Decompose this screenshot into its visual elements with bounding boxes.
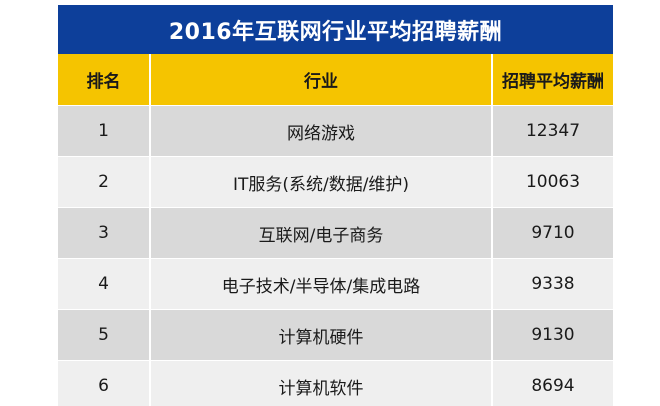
table-row: 1 网络游戏 12347 [58,105,613,157]
industry-cell: 电子技术/半导体/集成电路 [149,258,492,310]
table-header-row: 排名 行业 招聘平均薪酬 [58,54,613,106]
salary-cell: 9338 [491,258,613,310]
rank-cell: 5 [58,309,150,361]
industry-cell: 网络游戏 [149,105,492,157]
table-row: 6 计算机软件 8694 [58,360,613,406]
salary-cell: 9710 [491,207,613,259]
rank-cell: 6 [58,360,150,406]
rank-cell: 1 [58,105,150,157]
table-row: 5 计算机硬件 9130 [58,309,613,361]
header-rank: 排名 [58,54,150,106]
rank-cell: 3 [58,207,150,259]
industry-cell: IT服务(系统/数据/维护) [149,156,492,208]
rank-cell: 4 [58,258,150,310]
header-industry: 行业 [149,54,492,106]
table-row: 4 电子技术/半导体/集成电路 9338 [58,258,613,310]
table-title: 2016年互联网行业平均招聘薪酬 [58,5,613,54]
industry-cell: 计算机硬件 [149,309,492,361]
industry-cell: 计算机软件 [149,360,492,406]
industry-cell: 互联网/电子商务 [149,207,492,259]
rank-cell: 2 [58,156,150,208]
salary-table: 排名 行业 招聘平均薪酬 1 网络游戏 12347 2 IT服务(系统/数据/维… [58,54,613,406]
salary-table-panel: 2016年互联网行业平均招聘薪酬 排名 行业 招聘平均薪酬 1 网络游戏 123… [58,5,613,406]
table-row: 3 互联网/电子商务 9710 [58,207,613,259]
header-salary: 招聘平均薪酬 [491,54,613,106]
salary-cell: 10063 [491,156,613,208]
salary-cell: 12347 [491,105,613,157]
salary-cell: 9130 [491,309,613,361]
salary-cell: 8694 [491,360,613,406]
table-row: 2 IT服务(系统/数据/维护) 10063 [58,156,613,208]
